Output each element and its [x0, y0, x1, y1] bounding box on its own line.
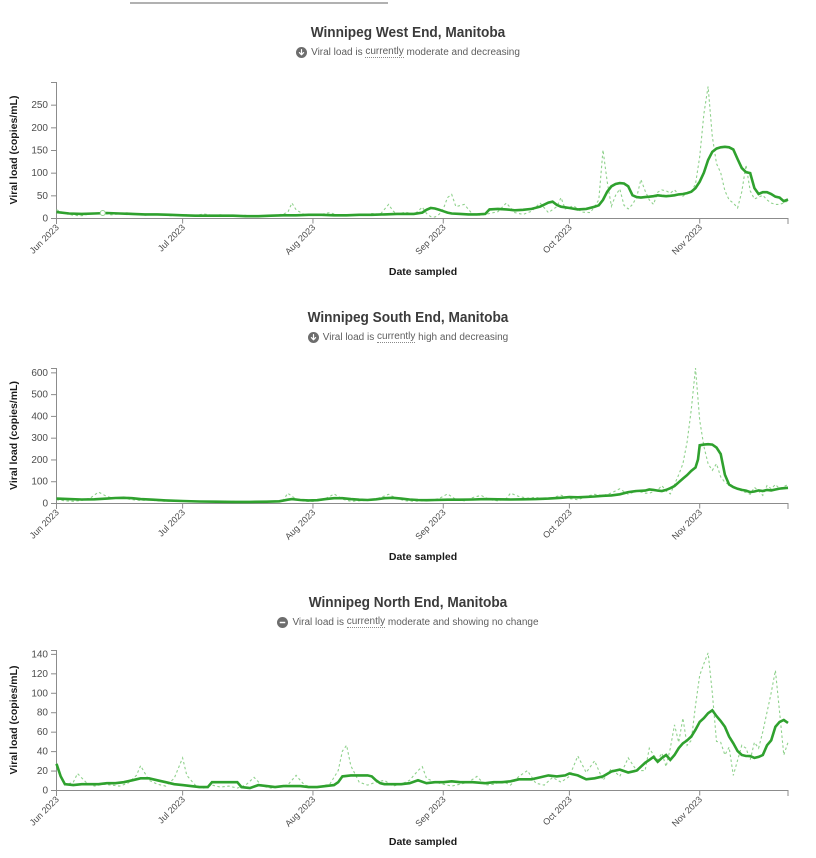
- y-tick-label: 140: [31, 649, 48, 660]
- status-text: Viral load is: [311, 46, 366, 58]
- y-tick-label: 120: [31, 669, 48, 680]
- top-divider-rule: [130, 2, 388, 4]
- status-text: Viral load is: [292, 616, 347, 628]
- no-change-icon: [277, 616, 289, 628]
- y-tick-label: 400: [31, 411, 48, 422]
- trend-down-icon: [307, 331, 319, 343]
- status-term[interactable]: currently: [365, 46, 404, 58]
- chart-title: Winnipeg West End, Manitoba: [310, 24, 506, 41]
- status-line: Viral load is currently moderate and sho…: [0, 616, 816, 628]
- y-tick-label: 80: [37, 708, 49, 719]
- outlier-marker: [99, 210, 106, 217]
- x-tick-label: Aug 2023: [283, 507, 317, 541]
- y-axis-label: Viral load (copies/mL): [8, 381, 20, 490]
- x-axis-line: [56, 790, 789, 796]
- x-axis-line: [56, 503, 789, 509]
- x-tick-label: Oct 2023: [541, 507, 574, 540]
- no-change-glyph: [277, 616, 289, 628]
- y-tick-label: 100: [31, 168, 48, 179]
- x-tick-label: Aug 2023: [283, 222, 317, 256]
- y-axis-line: [51, 650, 57, 791]
- series-solid: [56, 145, 789, 218]
- chart-plot-0: 0 50 100 150 200 250 Jun 2023 Jul 2023 Aug 2023 S…: [8, 82, 789, 257]
- x-tick-label: Aug 2023: [283, 794, 317, 828]
- chart-header-south-end: Winnipeg South End, Manitoba Viral load …: [0, 309, 816, 343]
- y-tick-label: 200: [31, 123, 48, 134]
- y-tick-label: 40: [37, 747, 49, 758]
- y-tick-label: 0: [42, 499, 48, 510]
- x-axis-label: Date sampled: [388, 551, 458, 563]
- y-tick-label: 20: [37, 766, 49, 777]
- x-tick-label: Jul 2023: [156, 507, 187, 538]
- series-dashed: [55, 652, 789, 789]
- x-tick-label: Oct 2023: [541, 794, 574, 827]
- x-tick-label: Sep 2023: [413, 507, 447, 541]
- x-tick-label: Jul 2023: [156, 794, 187, 825]
- chart-title: Winnipeg South End, Manitoba: [307, 309, 509, 326]
- status-term[interactable]: currently: [377, 331, 416, 343]
- status-text: moderate and showing no change: [385, 616, 539, 628]
- chart-title: Winnipeg North End, Manitoba: [308, 594, 508, 611]
- series-dashed: [56, 86, 789, 218]
- y-tick-label: 50: [37, 191, 49, 202]
- x-tick-label: Oct 2023: [541, 222, 574, 255]
- x-axis-label: Date sampled: [388, 266, 458, 278]
- x-tick-label: Jun 2023: [28, 794, 61, 827]
- x-tick-label: Nov 2023: [670, 507, 704, 541]
- y-tick-label: 500: [31, 390, 48, 401]
- trend-down-glyph: [307, 331, 319, 343]
- y-tick-label: 200: [31, 455, 48, 466]
- x-tick-label: Jun 2023: [28, 222, 61, 255]
- x-tick-label: Nov 2023: [670, 794, 704, 828]
- x-tick-label: Jun 2023: [28, 507, 61, 540]
- y-tick-label: 150: [31, 146, 48, 157]
- status-line: Viral load is currently high and decreas…: [0, 331, 816, 343]
- chart-header-north-end: Winnipeg North End, Manitoba Viral load …: [0, 594, 816, 628]
- status-line: Viral load is currently moderate and dec…: [0, 46, 816, 58]
- y-tick-label: 100: [31, 688, 48, 699]
- series-solid: [56, 442, 789, 504]
- trend-down-icon: [296, 46, 308, 58]
- status-term[interactable]: currently: [346, 616, 386, 628]
- y-tick-label: 60: [37, 727, 49, 738]
- y-axis-label: Viral load (copies/mL): [8, 96, 20, 205]
- x-tick-label: Sep 2023: [413, 222, 447, 256]
- y-tick-label: 100: [31, 477, 48, 488]
- chart-header-west-end: Winnipeg West End, Manitoba Viral load i…: [0, 24, 816, 58]
- y-axis-line: [51, 368, 57, 504]
- status-text: moderate and decreasing: [403, 46, 520, 58]
- y-tick-label: 600: [31, 368, 48, 379]
- y-tick-label: 250: [31, 100, 48, 111]
- series-solid: [55, 708, 789, 790]
- y-axis-label: Viral load (copies/mL): [8, 666, 20, 775]
- trend-down-glyph: [296, 46, 308, 58]
- x-tick-label: Nov 2023: [670, 222, 704, 256]
- x-tick-label: Jul 2023: [156, 222, 187, 253]
- x-tick-label: Sep 2023: [413, 794, 447, 828]
- y-tick-label: 0: [42, 786, 48, 797]
- y-tick-label: 0: [42, 214, 48, 225]
- y-tick-label: 300: [31, 433, 48, 444]
- chart-plot-1: 0 100 200 300 400 500 600 Jun 2023 Jul 2023 Aug 2…: [8, 368, 789, 542]
- x-axis-label: Date sampled: [388, 836, 458, 848]
- x-axis-line: [56, 218, 789, 224]
- status-text: Viral load is: [322, 331, 378, 343]
- chart-plot-2: 0 20 40 60 80 100 120 140 Jun 2023 Jul 2023 Aug 20…: [8, 649, 789, 829]
- status-text: high and decreasing: [415, 331, 509, 343]
